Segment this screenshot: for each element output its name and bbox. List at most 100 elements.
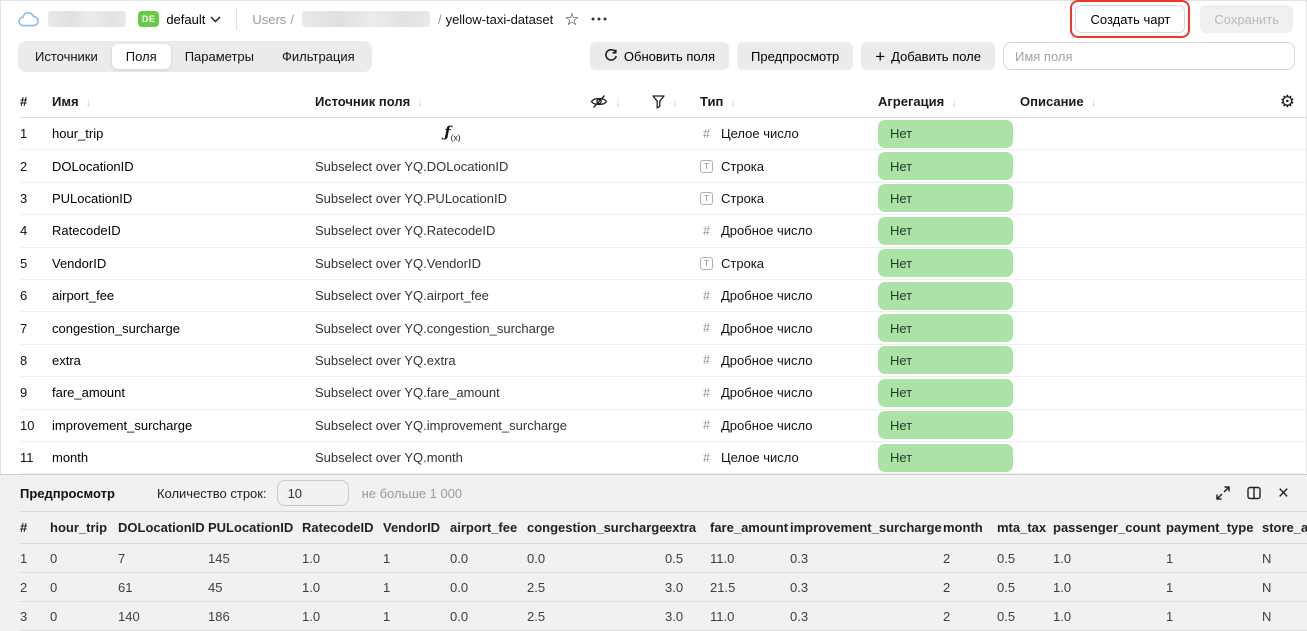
field-type-icon: # [703, 223, 710, 238]
preview-cell: N [1262, 608, 1272, 624]
preview-cell: 0.5 [997, 608, 1016, 624]
column-header-type[interactable]: Тип ↓ [700, 94, 878, 109]
field-type-icon: # [703, 353, 710, 368]
refresh-fields-label: Обновить поля [623, 48, 716, 64]
field-name[interactable]: VendorID [52, 255, 107, 271]
view-tab[interactable]: Поля [111, 43, 171, 69]
column-header-source[interactable]: Источник поля ↓ [315, 94, 590, 109]
view-tab[interactable]: Параметры [184, 48, 254, 64]
field-source-text: Subselect over YQ.airport_fee [315, 288, 489, 304]
refresh-fields-button[interactable]: Обновить поля [589, 42, 730, 70]
close-preview-icon[interactable]: × [1277, 482, 1289, 504]
row-count-input[interactable] [276, 480, 349, 506]
field-name[interactable]: fare_amount [52, 385, 125, 401]
field-type-select[interactable]: # Дробное число [700, 418, 878, 433]
preview-toggle-button[interactable]: Предпросмотр [737, 42, 854, 70]
field-row: 3 PULocationID Subselect over YQ.PULocat… [20, 183, 1307, 216]
field-index: 9 [20, 385, 28, 401]
field-aggregation-select[interactable]: Нет [878, 249, 1013, 278]
sort-arrow-icon[interactable]: ↓ [730, 94, 737, 109]
field-source: ƒ(x) [315, 124, 590, 143]
view-tab[interactable]: Фильтрация [282, 48, 355, 64]
field-source: Subselect over YQ.RatecodeID [315, 223, 590, 238]
field-aggregation-select[interactable]: Нет [878, 443, 1013, 472]
field-type-select[interactable]: # Дробное число [700, 385, 878, 400]
field-name[interactable]: month [52, 450, 89, 466]
field-name[interactable]: congestion_surcharge [52, 320, 180, 336]
field-type-icon: # [703, 418, 710, 433]
create-chart-button[interactable]: Создать чарт [1075, 5, 1186, 33]
field-type-select[interactable]: # Целое число [700, 126, 878, 141]
sort-arrow-icon[interactable]: ↓ [1090, 94, 1097, 109]
breadcrumb-separator: / [290, 11, 294, 27]
field-type-select[interactable]: T Строка [700, 159, 878, 174]
row-count-hint: не больше 1 000 [361, 485, 463, 501]
sort-arrow-icon[interactable]: ↓ [85, 94, 92, 109]
column-header-filter[interactable]: ↓ [652, 95, 700, 109]
field-name[interactable]: hour_trip [52, 126, 104, 142]
field-aggregation-select[interactable]: Нет [878, 216, 1013, 245]
preview-column-header: VendorID [383, 520, 441, 535]
field-name[interactable]: DOLocationID [52, 158, 134, 174]
field-source: Subselect over YQ.improvement_surcharge [315, 418, 590, 433]
field-name[interactable]: RatecodeID [52, 223, 121, 239]
column-header-description[interactable]: Описание ↓ [1020, 94, 1263, 109]
field-aggregation-select[interactable]: Нет [878, 346, 1013, 375]
column-header-visibility[interactable]: ↓ [590, 94, 652, 109]
breadcrumb-users[interactable]: Users [252, 11, 287, 27]
field-type-select[interactable]: T Строка [700, 256, 878, 271]
field-row: 10 improvement_surcharge Subselect over … [20, 410, 1307, 442]
preview-cell: 0.0 [527, 550, 546, 566]
add-field-button[interactable]: + Добавить поле [861, 42, 995, 70]
field-name[interactable]: PULocationID [52, 190, 133, 206]
breadcrumb-separator: / [437, 11, 442, 27]
env-selector[interactable]: default [166, 12, 221, 27]
table-settings-gear-icon[interactable]: ⚙ [1279, 91, 1295, 111]
field-aggregation-select[interactable]: Нет [878, 184, 1013, 213]
field-name[interactable]: airport_fee [52, 288, 115, 304]
field-type-select[interactable]: # Дробное число [700, 321, 878, 336]
preview-cell: 61 [118, 579, 133, 595]
field-type-select[interactable]: # Дробное число [700, 288, 878, 303]
save-button[interactable]: Сохранить [1200, 5, 1293, 33]
field-aggregation-select[interactable]: Нет [878, 119, 1013, 148]
field-name[interactable]: extra [52, 352, 81, 368]
field-aggregation-select[interactable]: Нет [878, 281, 1013, 310]
sort-arrow-icon[interactable]: ↓ [417, 94, 424, 109]
view-tab[interactable]: Источники [35, 48, 98, 64]
preview-column-header: payment_type [1166, 520, 1254, 535]
field-type-select[interactable]: # Дробное число [700, 353, 878, 368]
field-name[interactable]: improvement_surcharge [52, 417, 193, 433]
preview-cell: N [1262, 550, 1272, 566]
preview-cell: 3.0 [665, 608, 684, 624]
favorite-star-icon[interactable]: ☆ [564, 9, 580, 29]
field-type-select[interactable]: # Дробное число [700, 223, 878, 238]
expand-preview-icon[interactable] [1216, 486, 1230, 500]
sort-arrow-icon[interactable]: ↓ [951, 94, 958, 109]
cloud-logo-icon[interactable] [18, 11, 39, 27]
preview-column-header: PULocationID [208, 520, 294, 535]
redacted-folder-name[interactable] [301, 11, 430, 27]
preview-cell: 3 [20, 608, 28, 624]
sort-arrow-icon[interactable]: ↓ [615, 94, 621, 109]
column-header-name[interactable]: Имя ↓ [52, 94, 315, 109]
sort-arrow-icon[interactable]: ↓ [672, 94, 678, 109]
preview-column-header: congestion_surcharge [527, 520, 665, 535]
split-view-icon[interactable] [1247, 486, 1261, 500]
row-count-label: Количество строк: [156, 485, 267, 501]
more-actions-icon[interactable] [591, 17, 607, 21]
field-name-search-input[interactable] [1003, 42, 1295, 70]
preview-cell: 1.0 [302, 579, 321, 595]
fields-table: # Имя ↓ Источник поля ↓ ↓ [0, 78, 1307, 474]
field-source-text: Subselect over YQ.PULocationID [315, 190, 507, 206]
field-aggregation-select[interactable]: Нет [878, 152, 1013, 181]
field-type-select[interactable]: T Строка [700, 191, 878, 206]
preview-table: # hour_trip DOLocationID PULocationID Rateco… [0, 511, 1307, 631]
field-aggregation-select[interactable]: Нет [878, 411, 1013, 440]
eye-off-icon [590, 95, 608, 108]
field-aggregation-select[interactable]: Нет [878, 378, 1013, 407]
column-header-aggregation[interactable]: Агрегация ↓ [878, 94, 1020, 109]
field-aggregation-select[interactable]: Нет [878, 314, 1013, 343]
field-type-select[interactable]: # Целое число [700, 450, 878, 465]
preview-column-header: mta_tax [997, 520, 1047, 535]
